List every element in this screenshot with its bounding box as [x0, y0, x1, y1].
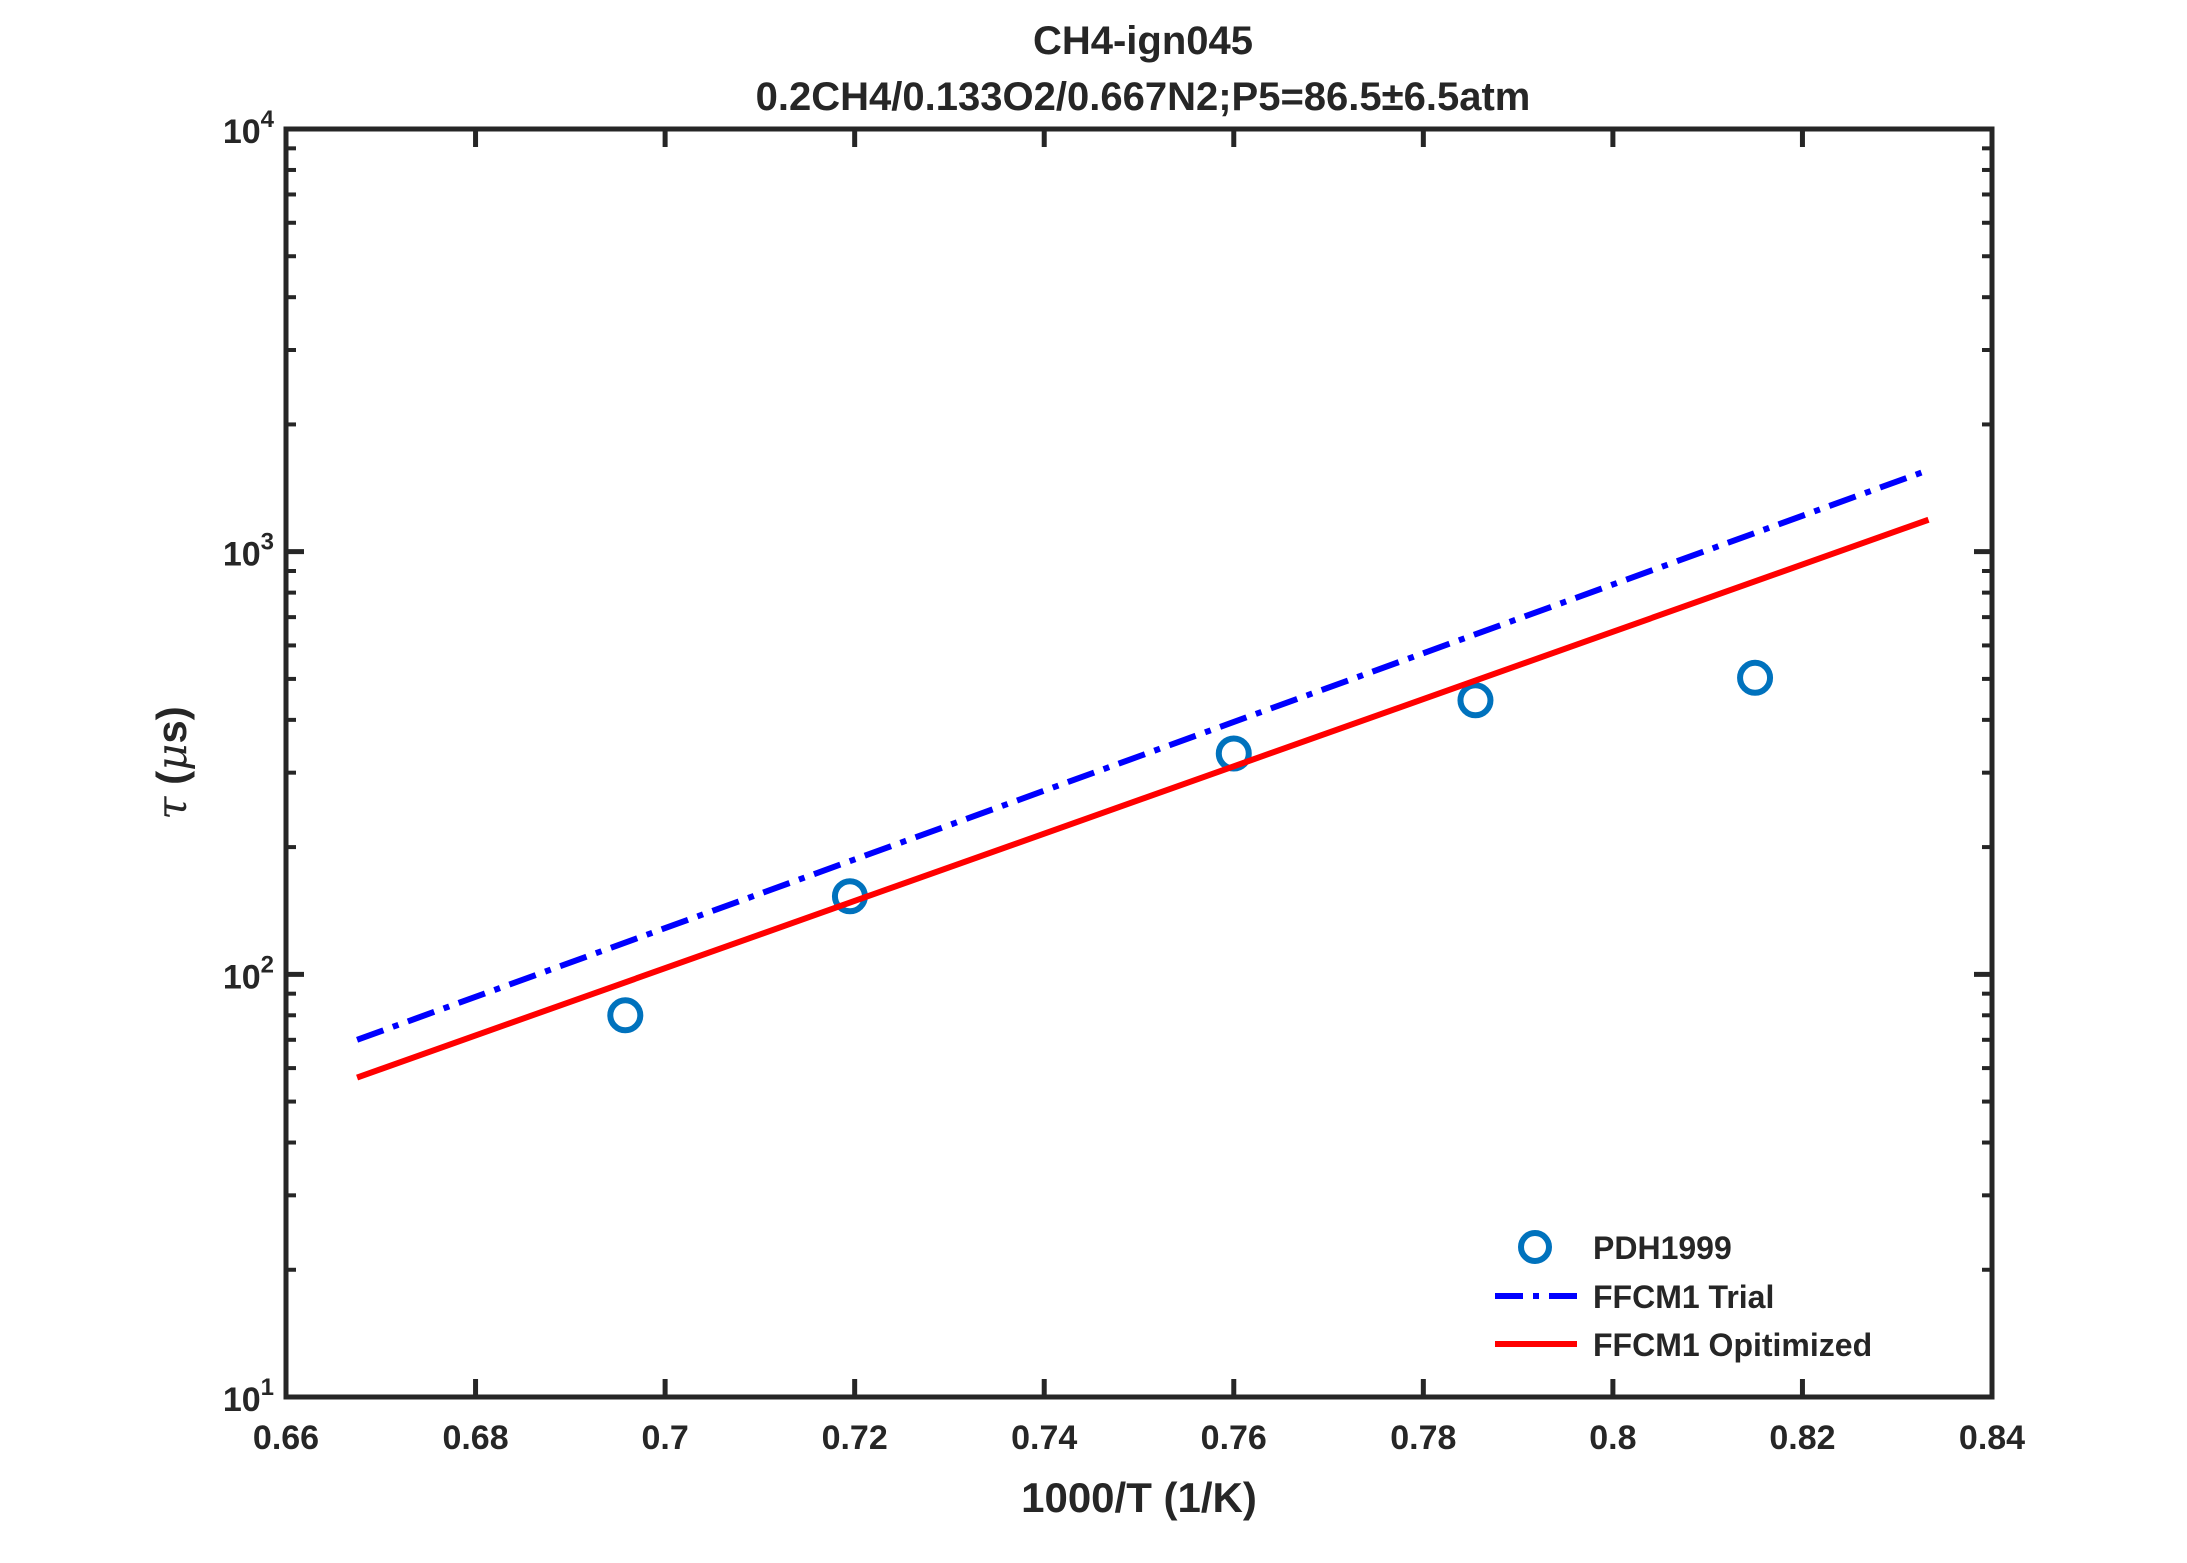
x-tick-label: 0.74	[1011, 1419, 1077, 1457]
chart-subtitle: 0.2CH4/0.133O2/0.667N2;P5=86.5±6.5atm	[756, 75, 1531, 119]
plot-area-frame	[283, 126, 1995, 1400]
y-tick-label: 104	[223, 106, 275, 151]
legend: PDH1999 FFCM1 Trial FFCM1 Opitimized	[1495, 1230, 1872, 1363]
x-tick-label: 0.68	[442, 1419, 508, 1457]
x-tick-label: 0.8	[1589, 1419, 1636, 1457]
x-tick-label: 0.84	[1959, 1419, 2025, 1457]
y-tick-label: 101	[223, 1374, 274, 1419]
data-point-pdh1999	[1737, 659, 1774, 696]
x-tick-label: 0.76	[1201, 1419, 1267, 1457]
legend-marker-pdh1999	[1518, 1230, 1552, 1264]
y-axis-label-mu: μ	[147, 744, 196, 771]
legend-label-ffcm1-optimized: FFCM1 Opitimized	[1593, 1327, 1872, 1363]
x-tick-label: 0.82	[1769, 1419, 1835, 1457]
legend-label-pdh1999: PDH1999	[1593, 1230, 1732, 1266]
y-axis-label: τ (μs)	[147, 706, 196, 820]
y-axis-label-unit: s	[148, 720, 195, 743]
chart-title: CH4-ign045	[1033, 19, 1253, 63]
x-tick-label: 0.78	[1390, 1419, 1456, 1457]
series-line-ffcm1-optimized	[356, 516, 1930, 1081]
x-axis-label: 1000/T (1/K)	[1021, 1474, 1257, 1521]
x-tick-label: 0.7	[641, 1419, 688, 1457]
plot-series	[356, 467, 1930, 1081]
series-line-ffcm1-trial	[356, 467, 1930, 1043]
x-tick-label: 0.72	[822, 1419, 888, 1457]
axis-ticks: 0.66 0.68 0.7 0.72 0.74 0.76 0.78 0.8 0.82 0.84 10…	[223, 106, 2025, 1457]
y-tick-label: 103	[223, 529, 274, 574]
legend-label-ffcm1-trial: FFCM1 Trial	[1593, 1279, 1774, 1315]
x-tick-label: 0.66	[253, 1419, 319, 1457]
data-point-pdh1999	[607, 997, 644, 1034]
data-point-pdh1999	[1457, 682, 1494, 719]
svg-text:τ (μs): τ (μs)	[147, 706, 196, 820]
y-axis-label-symbol: τ	[147, 796, 196, 820]
y-tick-label: 102	[223, 951, 274, 996]
